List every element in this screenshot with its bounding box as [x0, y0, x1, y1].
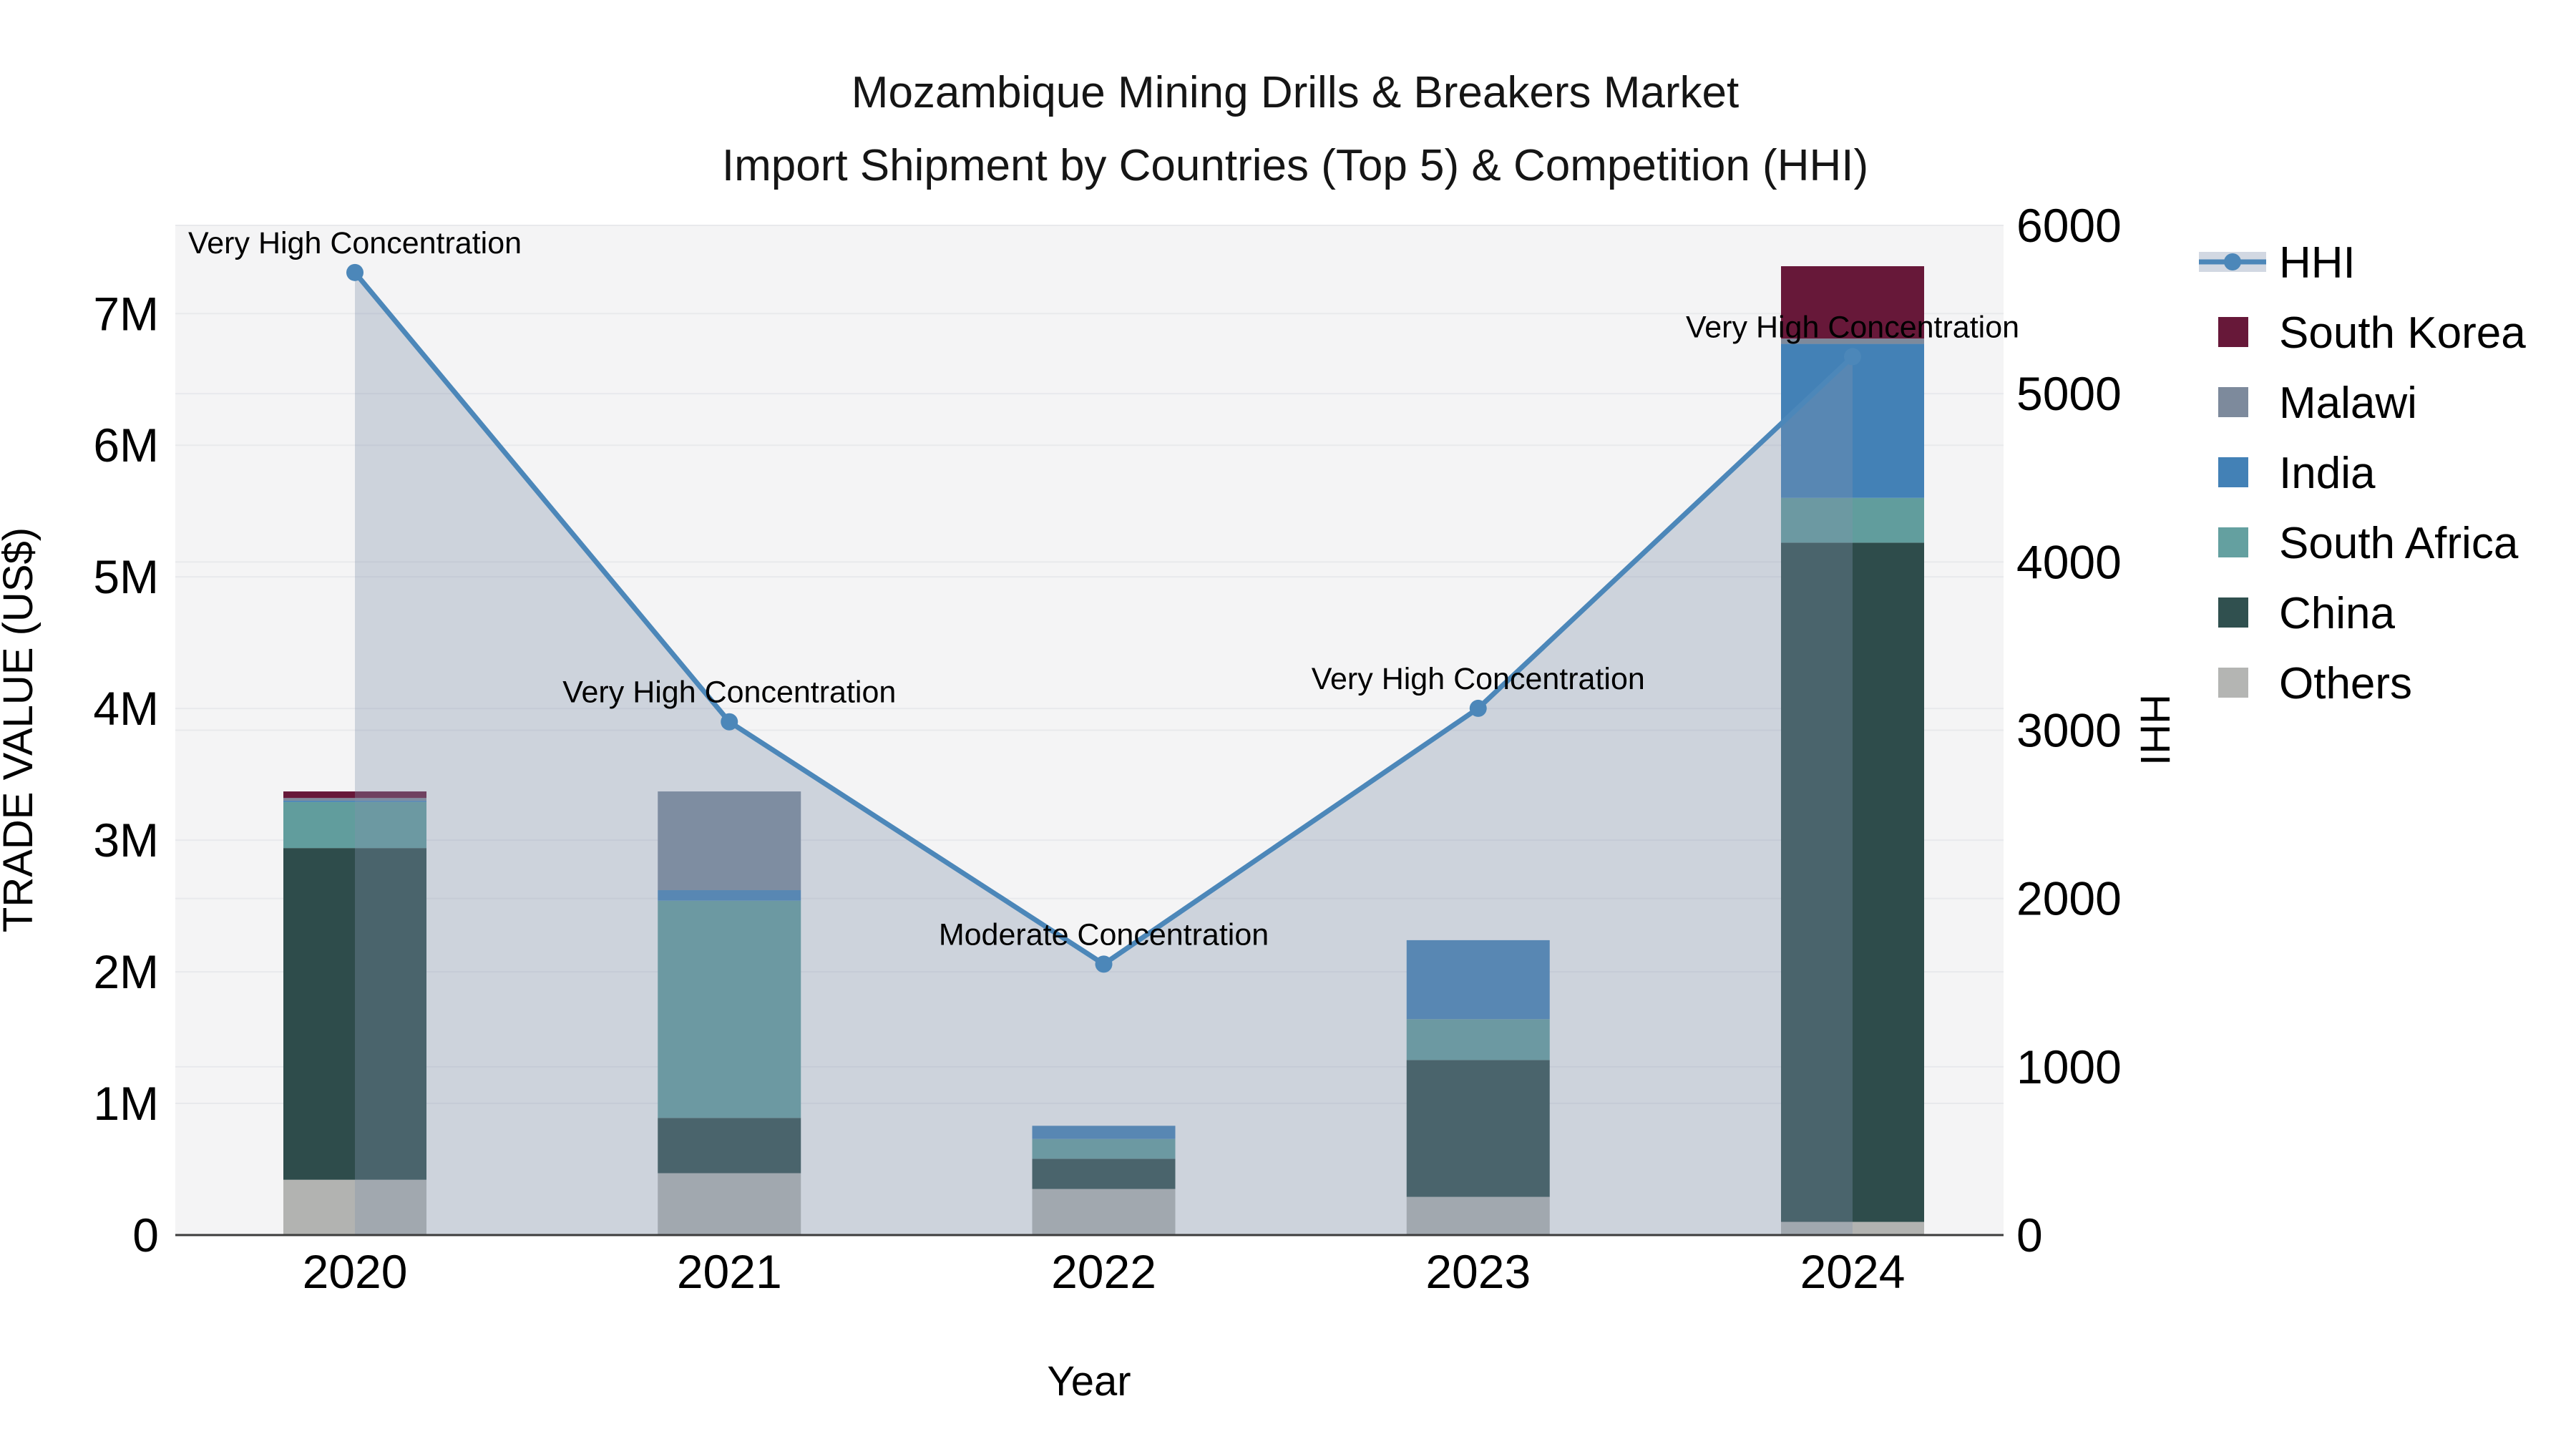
x-tick-2023: 2023: [1425, 1245, 1531, 1298]
hhi-marker-2021: [721, 713, 738, 731]
y-left-tick-0: 0: [132, 1209, 159, 1262]
legend-label-south-korea: South Korea: [2279, 308, 2526, 358]
annotation-2020: Very High Concentration: [188, 226, 522, 260]
bar-segment-2021-others: [658, 1173, 801, 1235]
x-tick-2020: 2020: [303, 1245, 408, 1298]
bar-segment-2022-china: [1032, 1158, 1176, 1189]
legend-label-others: Others: [2279, 659, 2412, 708]
x-tick-2024: 2024: [1800, 1245, 1906, 1298]
legend-label-india: India: [2279, 449, 2376, 498]
bar-segment-2023-china: [1406, 1060, 1550, 1197]
y-right-tick-4000: 4000: [2016, 535, 2122, 588]
bar-segment-2023-others: [1406, 1196, 1550, 1235]
y-right-tick-5000: 5000: [2016, 367, 2122, 420]
bar-segment-2023-india: [1406, 940, 1550, 1020]
bar-segment-2023-south-africa: [1406, 1019, 1550, 1060]
y-left-tick-4M: 4M: [93, 682, 159, 735]
y-right-tick-0: 0: [2016, 1209, 2043, 1262]
legend-swatch-south-africa: [2218, 527, 2248, 557]
y-right-tick-2000: 2000: [2016, 872, 2122, 925]
annotation-2021: Very High Concentration: [562, 675, 896, 710]
y-right-tick-3000: 3000: [2016, 704, 2122, 757]
legend-label-hhi: HHI: [2279, 238, 2356, 288]
hhi-marker-2023: [1469, 699, 1487, 717]
bar-segment-2020-india: [283, 800, 426, 802]
bar-segment-2024-south-korea: [1781, 266, 1924, 339]
bar-segment-2021-china: [658, 1118, 801, 1174]
bar-segment-2024-india: [1781, 343, 1924, 498]
annotation-2024: Very High Concentration: [1686, 310, 2019, 344]
bar-segment-2021-india: [658, 890, 801, 901]
y-right-axis-title: HHI: [2132, 694, 2178, 766]
bar-segment-2022-south-africa: [1032, 1138, 1176, 1159]
legend-label-china: China: [2279, 589, 2396, 638]
hhi-marker-2022: [1095, 955, 1113, 973]
y-right-tick-6000: 6000: [2016, 199, 2122, 252]
bar-segment-2021-malawi: [658, 791, 801, 891]
y-left-axis-title: TRADE VALUE (US$): [0, 527, 42, 932]
legend-hhi-marker-swatch: [2224, 253, 2241, 270]
legend-swatch-china: [2218, 597, 2248, 628]
y-left-tick-2M: 2M: [93, 945, 159, 998]
y-left-tick-7M: 7M: [93, 287, 159, 340]
bar-segment-2020-south-korea: [283, 791, 426, 799]
plot-area-layer: Very High Concentration Very High Concent…: [93, 199, 2122, 1298]
bar-segment-2024-south-africa: [1781, 497, 1924, 543]
bar-segment-2020-others: [283, 1179, 426, 1235]
chart-title-line2: Import Shipment by Countries (Top 5) & C…: [722, 141, 1868, 190]
legend-swatch-others: [2218, 668, 2248, 698]
bar-segment-2022-others: [1032, 1189, 1176, 1235]
bar-segment-2020-china: [283, 848, 426, 1180]
y-left-tick-1M: 1M: [93, 1077, 159, 1130]
y-right-tick-1000: 1000: [2016, 1040, 2122, 1093]
legend-swatch-south-korea: [2218, 317, 2248, 347]
x-tick-2021: 2021: [677, 1245, 782, 1298]
y-left-tick-3M: 3M: [93, 814, 159, 867]
hhi-marker-2020: [346, 263, 364, 281]
bar-segment-2024-china: [1781, 542, 1924, 1222]
bar-segment-2020-south-africa: [283, 801, 426, 849]
hhi-marker-2024: [1844, 348, 1861, 366]
bar-segment-2022-india: [1032, 1126, 1176, 1139]
legend-swatch-malawi: [2218, 387, 2248, 417]
bar-segment-2024-others: [1781, 1221, 1924, 1235]
bar-segment-2021-south-africa: [658, 900, 801, 1118]
legend-label-malawi: Malawi: [2279, 379, 2417, 428]
x-axis-title: Year: [1047, 1358, 1131, 1405]
annotation-2023: Very High Concentration: [1312, 662, 1645, 696]
y-left-tick-5M: 5M: [93, 550, 159, 603]
annotation-2022: Moderate Concentration: [939, 917, 1269, 952]
bar-segment-2020-malawi: [283, 798, 426, 801]
legend-label-south-africa: South Africa: [2279, 519, 2519, 568]
bar-segment-2024-malawi: [1781, 338, 1924, 344]
hhi-area-fill: [355, 272, 1853, 1235]
legend-swatch-india: [2218, 457, 2248, 487]
x-tick-2022: 2022: [1051, 1245, 1156, 1298]
legend: HHI South Korea Malawi India South Africa Chi…: [2199, 238, 2526, 708]
chart-title-line1: Mozambique Mining Drills & Breakers Mark…: [852, 68, 1739, 117]
y-left-tick-6M: 6M: [93, 419, 159, 472]
